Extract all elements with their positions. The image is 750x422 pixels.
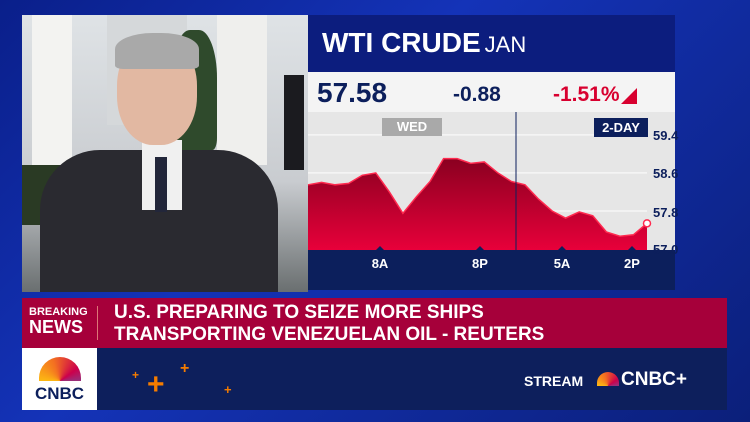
plus-decoration-icon: +: [132, 368, 140, 382]
instrument-header: WTI CRUDE JAN: [308, 15, 675, 72]
instrument-title: WTI CRUDE JAN: [322, 27, 526, 59]
stream-label: STREAM: [524, 373, 584, 389]
headline: U.S. PREPARING TO SEIZE MORE SHIPS TRANS…: [114, 302, 544, 346]
x-tick-mark: [628, 246, 636, 250]
net-change: -0.88: [453, 83, 501, 106]
headline-line-2: TRANSPORTING VENEZUELAN OIL - REUTERS: [114, 324, 545, 345]
x-axis-bar: [308, 250, 675, 290]
last-price-marker: [642, 219, 652, 228]
plus-decoration-icon: +: [180, 360, 190, 377]
day-tag-wed: WED: [382, 118, 442, 136]
title-text: WTI CRUDE: [322, 27, 481, 58]
x-tick-label: 8A: [371, 256, 389, 271]
range-tag-2day[interactable]: 2-DAY: [594, 118, 648, 137]
peacock-icon: [597, 372, 619, 386]
hair: [115, 33, 199, 69]
x-tick-label: 2P: [624, 256, 640, 271]
quote-bar: 57.58 -0.88 -1.51%: [308, 72, 675, 112]
price-line: [307, 157, 648, 237]
x-tick-label: 5A: [553, 256, 571, 271]
divider: [97, 306, 98, 340]
y-tick-label: 58.6: [653, 166, 679, 181]
percent-change: -1.51%: [553, 83, 620, 106]
logo-text: CNBC: [34, 384, 85, 403]
lower-third-bar: + + + + STREAM CNBC+: [22, 348, 727, 410]
breaking-news-tag: BREAKING NEWS: [29, 306, 88, 337]
guard: [284, 75, 304, 170]
tie: [155, 157, 167, 212]
x-tick-label: 8P: [472, 256, 488, 271]
tag-line-1: BREAKING: [29, 306, 88, 318]
headline-line-1: U.S. PREPARING TO SEIZE MORE SHIPS: [114, 302, 484, 323]
building-column: [32, 15, 72, 175]
y-tick-label: 57.8: [653, 205, 679, 220]
peacock-icon: [39, 357, 81, 381]
live-video-feed: [22, 15, 308, 292]
y-tick-label: 59.4: [653, 128, 679, 143]
door: [217, 15, 267, 165]
y-tick-label: 57.0: [653, 242, 679, 257]
plus-decoration-icon: +: [147, 368, 165, 401]
down-triangle-icon: [621, 88, 637, 104]
x-tick-mark: [376, 246, 384, 250]
cnbc-plus-brand: CNBC+: [621, 369, 687, 390]
contract-month: JAN: [484, 32, 527, 57]
plus-decoration-icon: +: [224, 382, 232, 397]
tag-line-2: NEWS: [29, 317, 83, 337]
breaking-news-banner: BREAKING NEWS U.S. PREPARING TO SEIZE MO…: [22, 298, 727, 348]
last-price: 57.58: [317, 77, 388, 108]
cnbc-logo: CNBC: [22, 348, 97, 410]
price-area: [308, 158, 647, 250]
x-tick-mark: [476, 246, 484, 250]
x-tick-mark: [558, 246, 566, 250]
